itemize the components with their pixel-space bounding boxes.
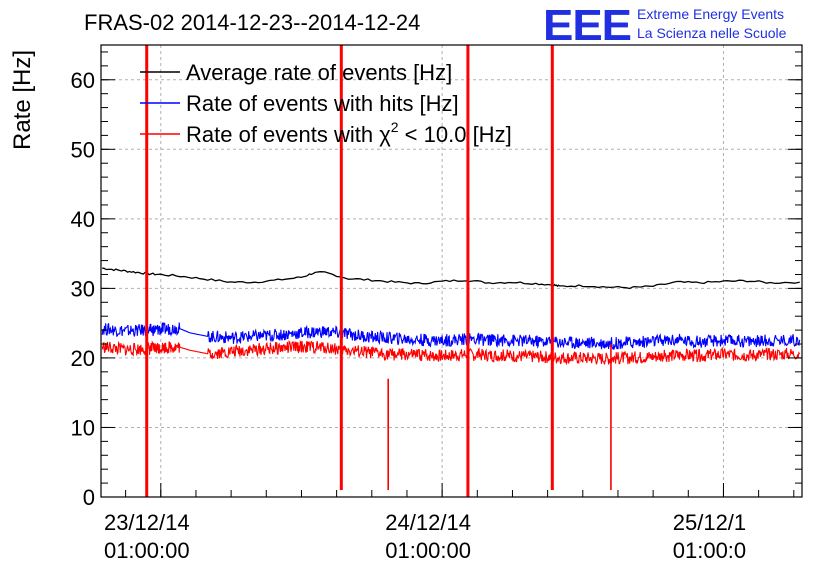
y-tick-label: 60	[71, 68, 95, 93]
legend-label-hits: Rate of events with hits [Hz]	[186, 91, 459, 116]
y-tick-label: 20	[71, 346, 95, 371]
legend-chi2-sup: 2	[391, 119, 399, 135]
x-tick-time: 01:00:00	[385, 538, 471, 563]
series-line	[101, 321, 801, 351]
logo-line-2: La Scienza nelle Scuole	[637, 25, 787, 41]
y-tick-label: 30	[71, 276, 95, 301]
eee-logo: EEE Extreme Energy Events La Scienza nel…	[543, 1, 787, 50]
axis-ticks	[101, 51, 802, 498]
y-axis-label: Rate [Hz]	[9, 50, 36, 150]
x-tick-date: 23/12/14	[104, 510, 190, 535]
series-line	[102, 267, 800, 290]
y-tick-label: 40	[71, 207, 95, 232]
x-tick-date: 24/12/14	[385, 510, 471, 535]
legend-label-average: Average rate of events [Hz]	[186, 60, 452, 85]
y-tick-label: 50	[71, 137, 95, 162]
legend: Average rate of events [Hz] Rate of even…	[140, 60, 512, 147]
y-tick-label: 10	[71, 415, 95, 440]
legend-chi2-suffix: < 10.0 [Hz]	[399, 122, 512, 147]
legend-label-chi2: Rate of events with χ2 < 10.0 [Hz]	[186, 119, 512, 147]
series-layer	[101, 267, 801, 366]
spike-layer	[145, 45, 612, 497]
logo-line-1: Extreme Energy Events	[637, 6, 784, 22]
y-tick-labels: 0 10 20 30 40 50 60	[71, 68, 95, 510]
legend-chi2-prefix: Rate of events with χ	[186, 122, 391, 147]
logo-mark: EEE	[543, 1, 631, 50]
plot-frame	[100, 44, 803, 498]
x-tick-time: 01:00:00	[104, 538, 190, 563]
series-line	[101, 339, 801, 366]
x-tick-time: 01:00:0	[673, 538, 746, 563]
x-tick-labels: 23/12/14 01:00:00 24/12/14 01:00:00 25/12/1 0…	[104, 510, 746, 563]
chart-title: FRAS-02 2014-12-23--2014-12-24	[84, 10, 420, 35]
y-tick-label: 0	[83, 485, 95, 510]
x-tick-date: 25/12/1	[673, 510, 746, 535]
